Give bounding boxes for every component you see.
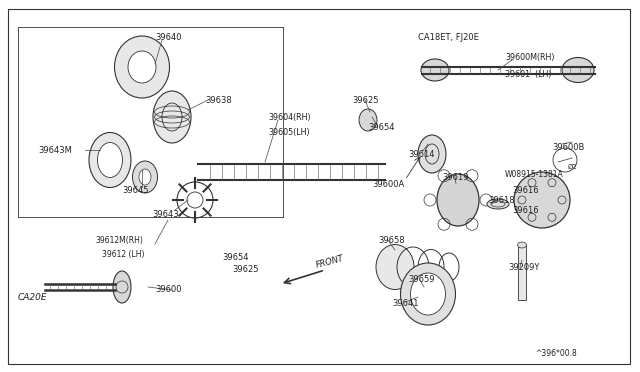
Text: 39605(LH): 39605(LH) <box>268 128 310 137</box>
Text: CA18ET, FJ20E: CA18ET, FJ20E <box>418 32 479 42</box>
Text: 39638: 39638 <box>205 96 232 105</box>
Text: 39619: 39619 <box>442 173 468 182</box>
Ellipse shape <box>153 91 191 143</box>
Ellipse shape <box>139 169 151 185</box>
Text: 39643M: 39643M <box>38 145 72 154</box>
Text: 39616: 39616 <box>512 205 539 215</box>
Text: 39600B: 39600B <box>552 142 584 151</box>
Text: 39612 (LH): 39612 (LH) <box>102 250 145 259</box>
Ellipse shape <box>115 36 170 98</box>
Ellipse shape <box>562 58 594 83</box>
Text: 39604(RH): 39604(RH) <box>268 112 310 122</box>
Ellipse shape <box>132 161 157 193</box>
Ellipse shape <box>128 51 156 83</box>
Text: 39600A: 39600A <box>372 180 404 189</box>
Text: 39209Y: 39209Y <box>508 263 540 272</box>
Text: CA20E: CA20E <box>18 292 47 301</box>
Ellipse shape <box>410 273 445 315</box>
Ellipse shape <box>359 109 377 131</box>
Ellipse shape <box>418 135 446 173</box>
Text: 39654: 39654 <box>368 122 394 131</box>
Ellipse shape <box>421 59 449 81</box>
Ellipse shape <box>437 174 479 226</box>
Text: 39645: 39645 <box>122 186 148 195</box>
Text: 39618: 39618 <box>488 196 515 205</box>
Ellipse shape <box>401 263 456 325</box>
Ellipse shape <box>113 271 131 303</box>
Text: 39654: 39654 <box>222 253 248 262</box>
Circle shape <box>514 172 570 228</box>
Ellipse shape <box>89 132 131 187</box>
Text: 39659: 39659 <box>408 276 435 285</box>
Text: W08915-1381A: W08915-1381A <box>505 170 564 179</box>
Text: 39616: 39616 <box>512 186 539 195</box>
Text: 39625: 39625 <box>232 266 259 275</box>
Text: ^396*00.8: ^396*00.8 <box>535 350 577 359</box>
Ellipse shape <box>376 244 414 289</box>
Text: 39640: 39640 <box>155 32 182 42</box>
Text: 39641: 39641 <box>392 299 419 308</box>
Bar <box>518 245 526 300</box>
Text: 39601  (LH): 39601 (LH) <box>505 70 552 78</box>
Text: Ø2: Ø2 <box>568 164 578 170</box>
Text: 39600: 39600 <box>155 285 182 295</box>
Ellipse shape <box>518 242 527 248</box>
Text: 39643: 39643 <box>152 209 179 218</box>
Text: FRONT: FRONT <box>315 254 345 270</box>
Text: 39658: 39658 <box>378 235 404 244</box>
Text: 39614: 39614 <box>408 150 435 158</box>
Ellipse shape <box>487 199 509 209</box>
Text: 39600M(RH): 39600M(RH) <box>505 52 554 61</box>
Text: 39625: 39625 <box>352 96 378 105</box>
Text: 39612M(RH): 39612M(RH) <box>95 235 143 244</box>
Ellipse shape <box>97 142 122 177</box>
